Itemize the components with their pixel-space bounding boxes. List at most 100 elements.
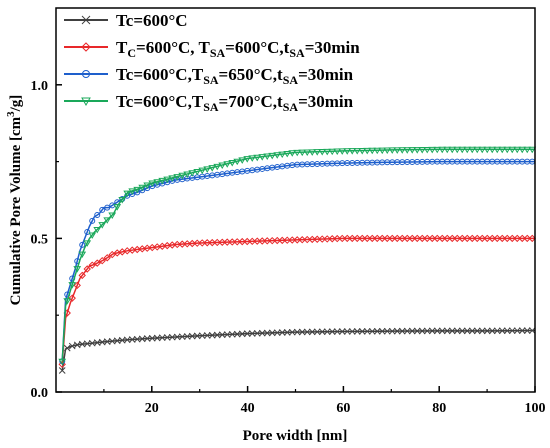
data-point bbox=[338, 328, 346, 335]
data-point bbox=[198, 239, 206, 247]
data-point bbox=[323, 148, 332, 156]
data-point bbox=[428, 327, 436, 335]
data-point bbox=[328, 328, 336, 335]
data-point bbox=[208, 165, 217, 172]
legend-label: Tc=600°C,TSA=650°C,tSA=30min bbox=[116, 65, 354, 87]
data-point bbox=[193, 239, 201, 247]
data-point bbox=[483, 327, 491, 335]
data-point bbox=[358, 234, 366, 243]
data-point bbox=[463, 146, 472, 154]
data-point bbox=[353, 234, 361, 243]
data-point bbox=[173, 174, 182, 181]
data-point bbox=[478, 327, 486, 335]
data-point bbox=[468, 146, 477, 154]
data-point bbox=[488, 327, 496, 335]
data-point bbox=[498, 234, 506, 243]
data-point bbox=[393, 234, 401, 243]
data-point bbox=[483, 146, 492, 154]
data-point bbox=[313, 235, 321, 243]
data-point bbox=[428, 146, 437, 154]
y-tick-label: 1.0 bbox=[31, 79, 49, 94]
data-point bbox=[213, 238, 221, 247]
data-point bbox=[408, 234, 416, 243]
data-point bbox=[243, 156, 252, 163]
data-point bbox=[368, 234, 376, 243]
data-point bbox=[268, 152, 277, 160]
data-point bbox=[238, 237, 246, 246]
legend-entry-2: TC=600°C, TSA=600°C,tSA=30min bbox=[64, 38, 360, 60]
data-point bbox=[293, 328, 301, 336]
data-point bbox=[203, 166, 212, 173]
legend-label: Tc=600°C,TSA=700°C,tSA=30min bbox=[116, 92, 354, 114]
data-point bbox=[303, 328, 311, 336]
series-1 bbox=[58, 327, 536, 374]
data-point bbox=[248, 155, 257, 162]
data-point bbox=[363, 234, 371, 243]
data-point bbox=[128, 188, 137, 195]
data-point bbox=[103, 254, 111, 262]
data-point bbox=[513, 146, 522, 154]
data-point bbox=[188, 332, 196, 340]
data-point bbox=[318, 328, 326, 336]
data-point bbox=[413, 147, 422, 154]
data-point bbox=[258, 154, 267, 161]
data-point bbox=[163, 176, 172, 184]
data-point bbox=[363, 147, 372, 155]
data-point bbox=[208, 238, 216, 247]
data-point bbox=[338, 148, 347, 155]
data-point bbox=[168, 333, 176, 341]
data-point bbox=[433, 234, 441, 243]
data-point bbox=[308, 328, 316, 336]
data-point bbox=[443, 146, 452, 154]
data-point bbox=[99, 206, 106, 213]
data-point bbox=[153, 179, 162, 186]
data-point bbox=[388, 327, 396, 335]
data-point bbox=[58, 358, 67, 366]
data-point bbox=[193, 168, 202, 176]
data-point bbox=[333, 148, 342, 156]
data-point bbox=[83, 265, 91, 273]
data-point bbox=[173, 333, 181, 341]
data-point bbox=[303, 149, 312, 156]
y-tick-label: 0.5 bbox=[31, 232, 49, 247]
data-point bbox=[308, 235, 316, 244]
data-point bbox=[423, 234, 431, 243]
data-point bbox=[233, 238, 241, 246]
data-point bbox=[63, 298, 72, 305]
data-point bbox=[283, 236, 291, 244]
data-point bbox=[263, 329, 271, 337]
data-point bbox=[293, 236, 301, 244]
legend-label: TC=600°C, TSA=600°C,tSA=30min bbox=[116, 38, 360, 60]
data-point bbox=[89, 217, 96, 224]
data-point bbox=[448, 327, 456, 335]
data-point bbox=[104, 204, 111, 211]
y-tick-label: 0.0 bbox=[31, 386, 49, 401]
data-point bbox=[178, 333, 186, 341]
data-point bbox=[453, 146, 462, 154]
data-point bbox=[453, 234, 461, 243]
data-point bbox=[93, 226, 102, 234]
data-point bbox=[63, 344, 71, 352]
data-point bbox=[343, 328, 351, 335]
data-point bbox=[463, 234, 471, 243]
data-point bbox=[108, 212, 117, 220]
data-point bbox=[118, 197, 127, 204]
data-point bbox=[288, 328, 296, 336]
data-point bbox=[318, 149, 327, 156]
data-point bbox=[418, 327, 426, 335]
data-point bbox=[313, 149, 322, 156]
data-point bbox=[458, 327, 466, 335]
data-point bbox=[58, 367, 66, 374]
data-point bbox=[503, 234, 511, 243]
data-point bbox=[348, 148, 357, 155]
data-point bbox=[248, 330, 256, 337]
data-point bbox=[378, 147, 387, 155]
data-point bbox=[373, 327, 381, 335]
data-point bbox=[298, 328, 306, 336]
data-point bbox=[223, 331, 231, 338]
data-point bbox=[433, 146, 442, 154]
data-point bbox=[503, 146, 512, 154]
data-point bbox=[228, 159, 237, 167]
data-point bbox=[418, 147, 427, 154]
